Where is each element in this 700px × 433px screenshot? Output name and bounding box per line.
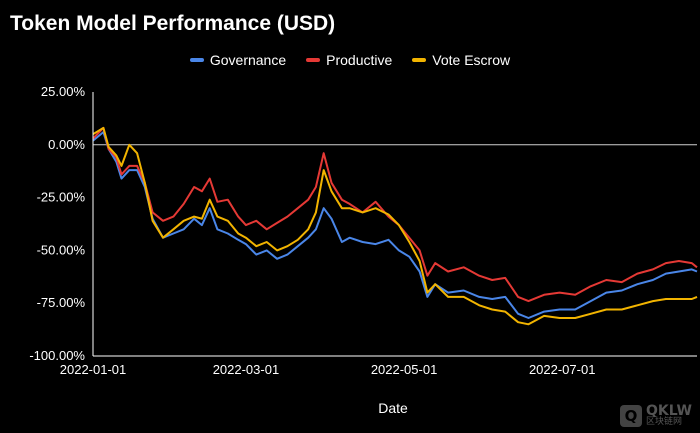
y-tick-label: -75.00% (37, 295, 86, 310)
legend-swatch-vote-escrow (412, 58, 427, 62)
series-layer (92, 126, 698, 326)
legend-label-governance: Governance (209, 52, 287, 68)
legend-label-productive: Productive (326, 52, 393, 68)
watermark-sub-text: 区块链网 (645, 417, 682, 427)
series-line-productive (92, 126, 698, 303)
watermark-main-text: QKLW (645, 403, 692, 419)
series-line-governance (92, 131, 698, 319)
y-tick-label: -50.00% (37, 242, 86, 257)
y-tick-label: 0.00% (48, 137, 85, 152)
legend-swatch-governance (189, 58, 204, 62)
legend-item-productive: Productive (306, 52, 392, 68)
series-line-vote-escrow (92, 126, 698, 326)
x-tick-label: 2022-01-01 (60, 362, 127, 377)
x-tick-label: 2022-03-01 (213, 362, 280, 377)
legend-swatch-productive (306, 58, 321, 62)
watermark-text: QKLW 区块链网 (646, 404, 692, 427)
x-tick-label: 2022-07-01 (529, 362, 596, 377)
watermark: Q QKLW 区块链网 (619, 404, 692, 427)
x-tick-label: 2022-05-01 (371, 362, 438, 377)
legend-label-vote-escrow: Vote Escrow (432, 52, 511, 68)
axis-layer: 25.00% 0.00% -25.00% -50.00% -75.00% -100.00%… (29, 84, 697, 377)
watermark-logo-icon: Q (619, 404, 642, 427)
chart-title: Token Model Performance (USD) (10, 12, 336, 35)
x-axis-title: Date (378, 400, 408, 416)
legend-item-governance: Governance (189, 52, 287, 68)
y-tick-label: -25.00% (37, 190, 86, 205)
legend-item-vote-escrow: Vote Escrow (412, 52, 510, 68)
y-tick-label: 25.00% (41, 84, 86, 99)
chart-legend: Governance Productive Vote Escrow (0, 52, 700, 68)
y-tick-label: -100.00% (29, 348, 85, 363)
